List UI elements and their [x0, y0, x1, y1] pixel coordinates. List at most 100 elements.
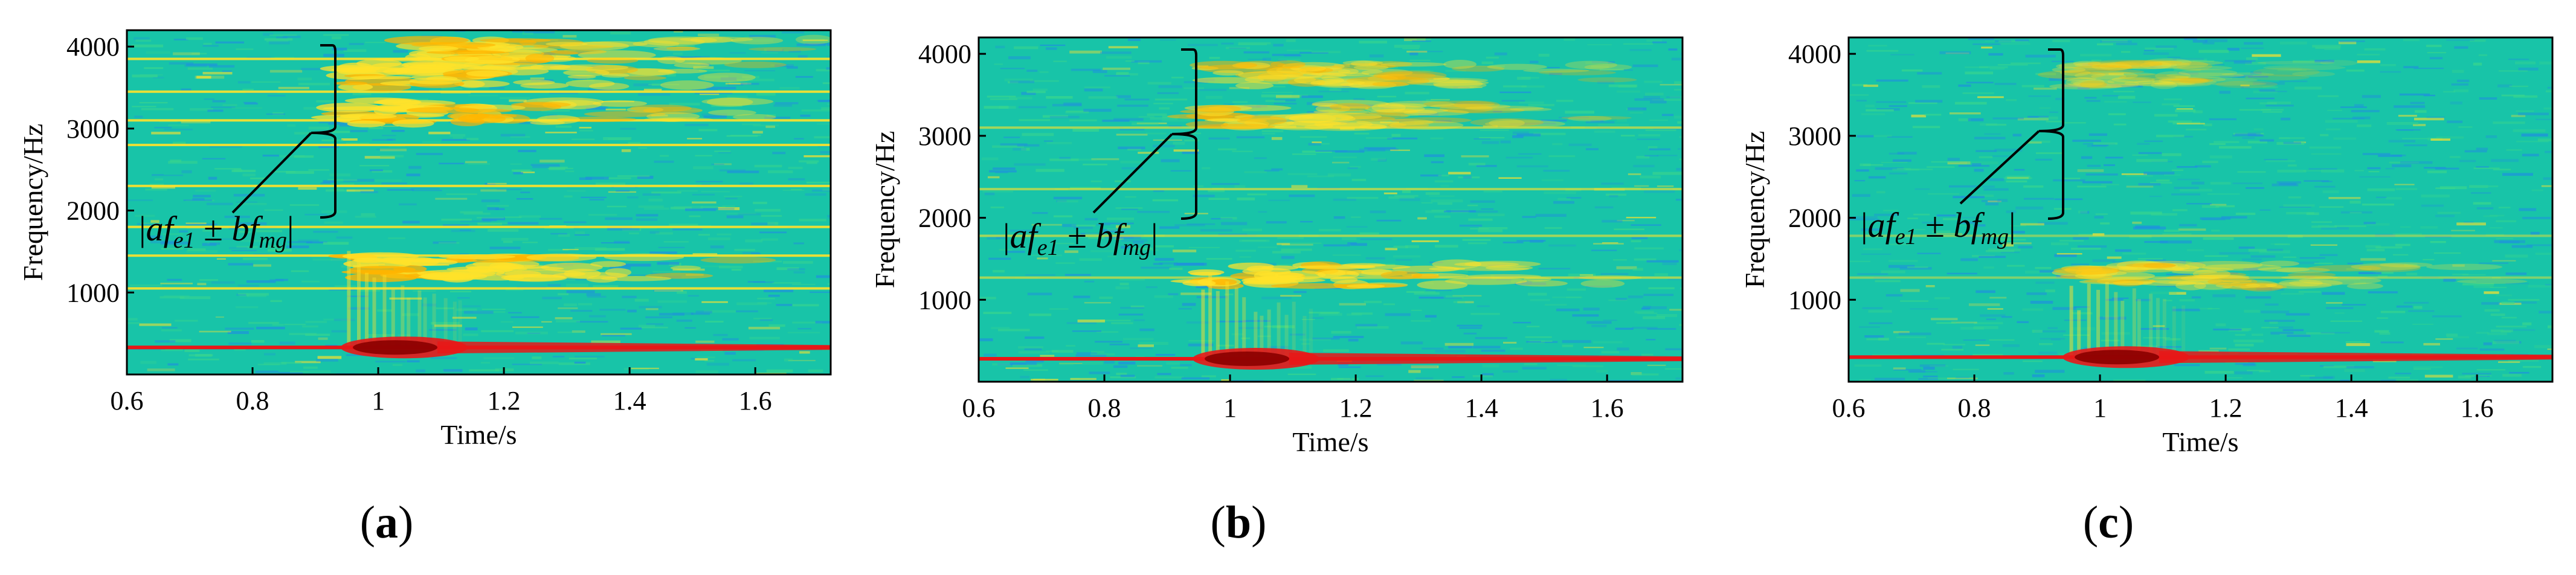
noise-speck [1359, 232, 1379, 234]
noise-speck [2094, 216, 2104, 219]
noise-speck [1596, 370, 1608, 373]
noise-speck [1071, 158, 1096, 161]
noise-speck [2346, 366, 2374, 368]
noise-speck [2394, 105, 2426, 108]
noise-speck [237, 202, 267, 205]
noise-speck [2154, 114, 2178, 117]
noise-speck [787, 66, 798, 69]
noise-speck [2379, 332, 2391, 335]
noise-speck [2319, 254, 2338, 256]
noise-speck [2020, 223, 2044, 226]
noise-speck [1960, 327, 1984, 330]
highlight-band [2351, 263, 2421, 271]
noise-speck [1958, 224, 1982, 226]
noise-speck [1521, 281, 1532, 284]
noise-speck [753, 124, 779, 127]
noise-speck [1593, 341, 1623, 344]
noise-speck [564, 195, 573, 198]
noise-speck [1966, 82, 1994, 83]
noise-speck [287, 241, 312, 243]
noise-speck [317, 356, 342, 359]
noise-speck [1994, 83, 2017, 85]
noise-speck [212, 100, 226, 103]
noise-speck [1852, 84, 1868, 86]
noise-speck [2203, 123, 2212, 126]
noise-speck [713, 333, 728, 336]
noise-speck [1341, 237, 1357, 240]
noise-speck [2516, 141, 2549, 143]
noise-speck [995, 45, 1005, 48]
highlight-band [2081, 270, 2127, 276]
noise-speck [1136, 122, 1167, 124]
noise-speck [2490, 286, 2507, 288]
noise-speck [2310, 376, 2333, 379]
noise-speck [2304, 180, 2330, 182]
noise-speck [2328, 197, 2361, 199]
noise-speck [2171, 193, 2200, 196]
x-tick-label: 1.2 [488, 386, 521, 416]
noise-speck [1168, 293, 1179, 295]
highlight-band [2091, 73, 2127, 80]
noise-speck [227, 331, 249, 334]
highlight-band [1333, 112, 1409, 120]
noise-speck [1928, 377, 1956, 379]
noise-speck [323, 242, 349, 245]
noise-speck [1463, 176, 1472, 179]
noise-speck [547, 284, 561, 287]
noise-speck [646, 323, 664, 326]
noise-speck [286, 245, 309, 248]
noise-speck [806, 181, 831, 184]
noise-speck [2340, 379, 2350, 382]
highlight-band [646, 112, 700, 121]
noise-speck [2413, 366, 2443, 368]
noise-speck [2038, 116, 2058, 120]
noise-speck [2408, 310, 2435, 312]
noise-speck [1012, 364, 1043, 367]
noise-speck [2357, 54, 2380, 56]
highlight-band [1538, 69, 1617, 75]
noise-speck [1435, 245, 1458, 248]
noise-speck [2162, 265, 2177, 268]
noise-speck [323, 318, 356, 321]
noise-speck [816, 123, 831, 125]
noise-speck [372, 139, 393, 141]
noise-speck [2452, 69, 2464, 73]
noise-speck [2476, 166, 2489, 168]
highlight-band [1380, 62, 1447, 67]
noise-speck [485, 183, 496, 185]
noise-speck [1643, 96, 1660, 99]
noise-speck [1221, 222, 1248, 225]
noise-speck [524, 31, 555, 34]
noise-speck [1641, 353, 1653, 356]
highlight-band [1408, 77, 1489, 83]
noise-speck [984, 192, 995, 196]
noise-speck [2143, 52, 2169, 55]
noise-speck [2395, 129, 2421, 131]
noise-speck [1031, 379, 1058, 381]
noise-speck [1166, 362, 1180, 365]
noise-speck [2115, 249, 2132, 252]
noise-speck [2186, 249, 2204, 251]
noise-speck [614, 240, 630, 244]
noise-speck [301, 68, 327, 71]
highlight-band [1373, 70, 1447, 80]
noise-speck [486, 205, 509, 207]
highlight-band [2155, 71, 2191, 81]
noise-speck [242, 257, 268, 260]
noise-speck [412, 190, 442, 191]
noise-speck [1869, 322, 1893, 324]
noise-speck [999, 248, 1013, 251]
noise-speck [1962, 217, 1978, 219]
noise-speck [2321, 169, 2345, 173]
noise-speck [2490, 214, 2505, 217]
noise-speck [2012, 133, 2022, 137]
noise-speck [1913, 213, 1930, 216]
noise-speck [1671, 57, 1682, 61]
noise-speck [541, 109, 570, 112]
noise-speck [1364, 147, 1396, 149]
noise-speck [1359, 148, 1386, 152]
noise-speck [710, 62, 729, 65]
noise-speck [2265, 303, 2279, 306]
noise-speck [2234, 329, 2250, 331]
noise-speck [1631, 224, 1661, 226]
